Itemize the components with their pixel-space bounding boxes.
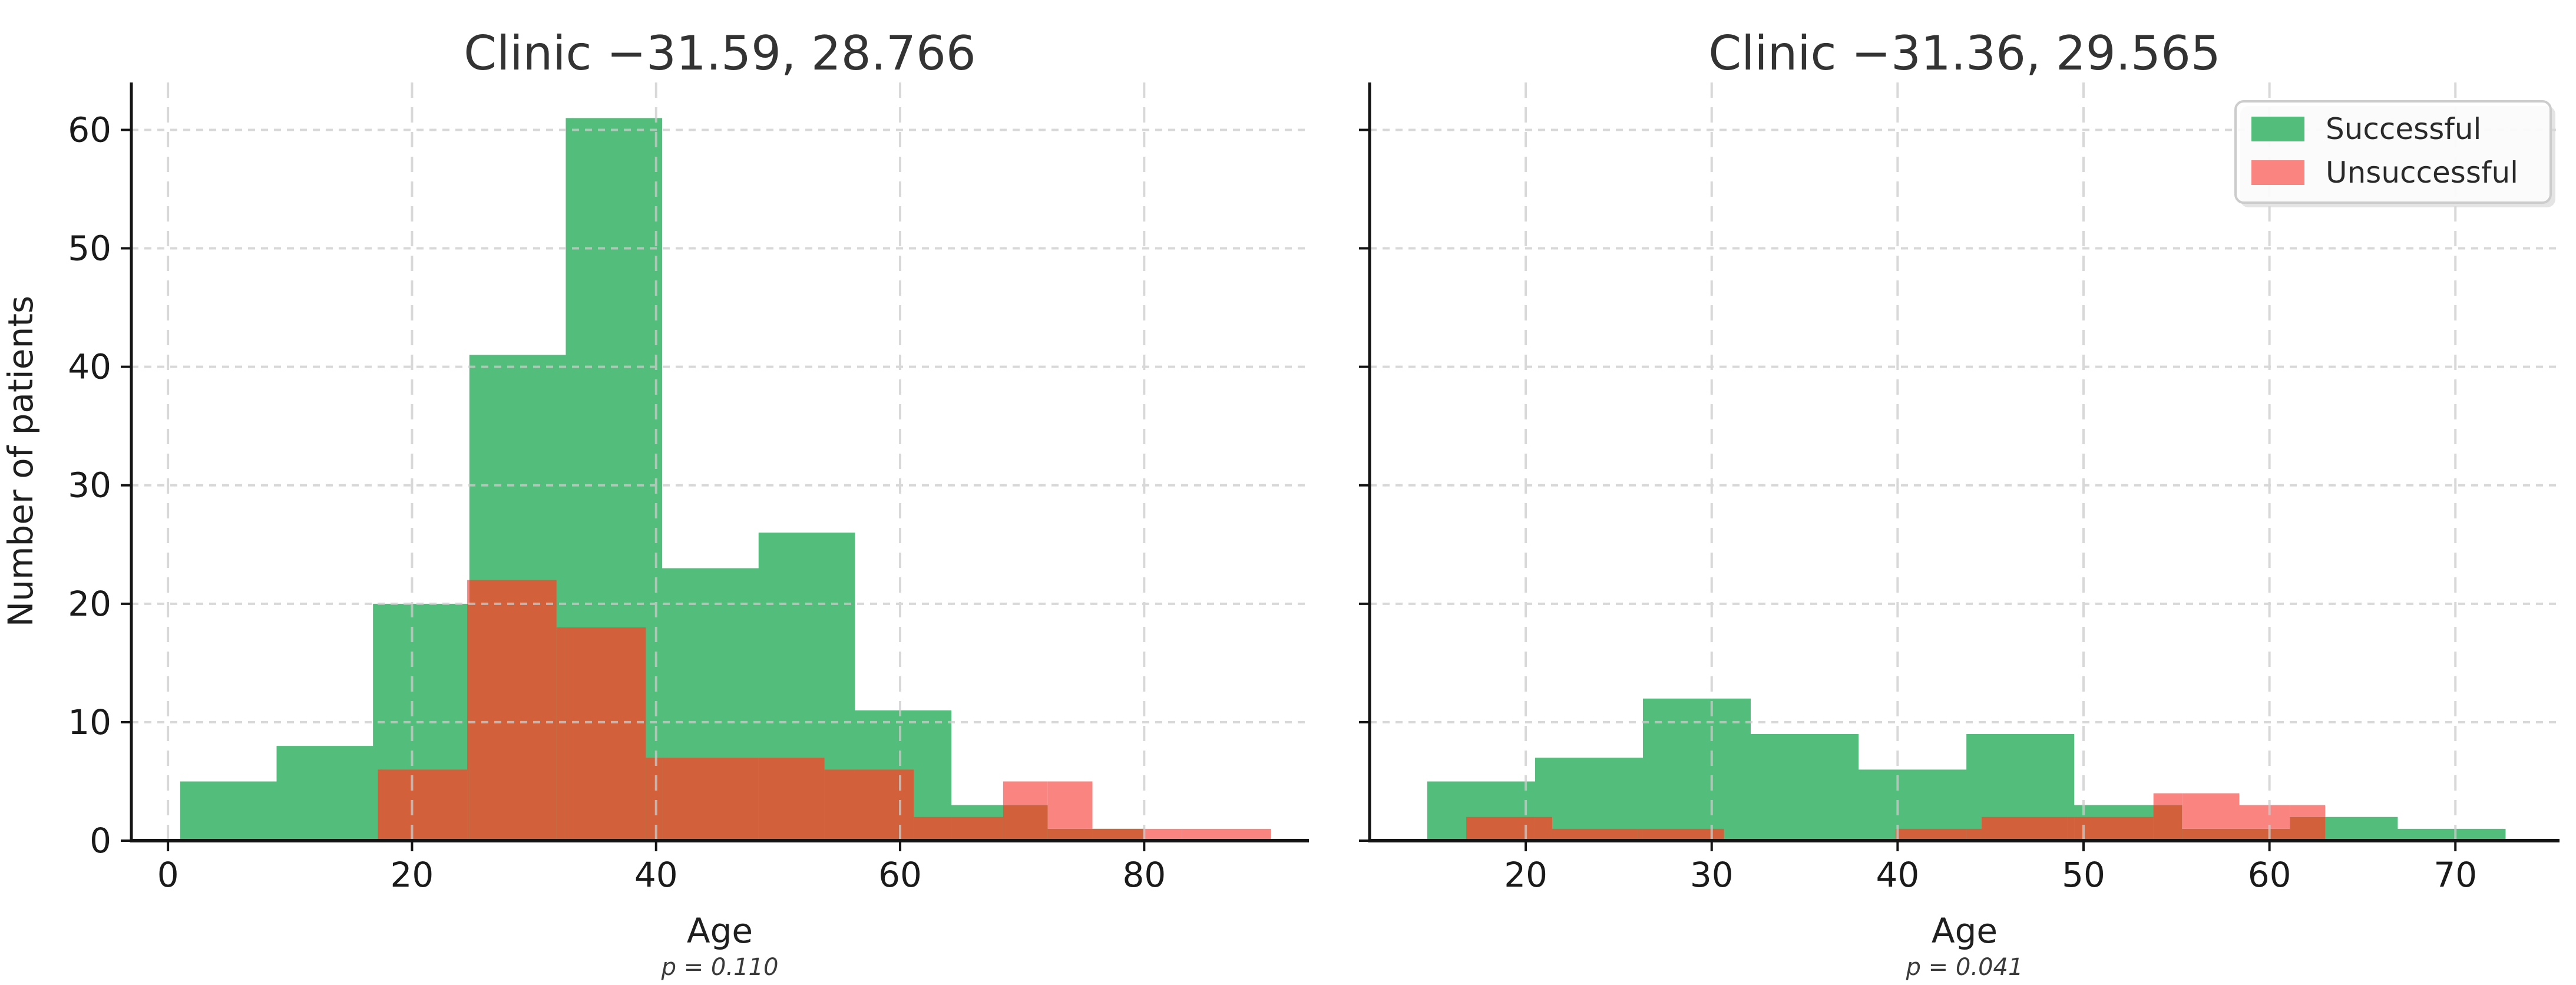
- y-axis-label: Number of patients: [1, 296, 41, 627]
- panel-0: 0 20 40 60 80 0 10 20 30 40 50 60: [68, 82, 1309, 895]
- overlap-bar-segment: [914, 817, 952, 841]
- x-tick-label: 60: [2248, 855, 2291, 895]
- overlap-bar-segment: [951, 817, 1003, 841]
- overlap-bar-segment: [1003, 805, 1048, 841]
- y-tick-label: 20: [68, 584, 111, 624]
- legend-label-unsuccessful: Unsuccessful: [2326, 156, 2518, 190]
- legend-swatch-unsuccessful: [2251, 160, 2304, 185]
- overlap-bar-segment: [1535, 817, 1552, 841]
- overlap-bar-segment: [855, 769, 914, 841]
- y-tick-label: 10: [68, 702, 111, 742]
- successful-histogram: [180, 118, 1145, 841]
- ticks: 0 20 40 60 80 0 10 20 30 40 50 60: [68, 110, 1166, 895]
- overlap-bar-segment: [469, 580, 557, 841]
- y-tick-label: 60: [68, 110, 111, 150]
- y-tick-label: 0: [90, 821, 111, 861]
- overlap-bar-segment: [1047, 828, 1093, 841]
- gridlines: [131, 82, 1309, 841]
- overlap-bar-segment: [566, 627, 646, 841]
- legend-swatch-successful: [2251, 117, 2304, 141]
- x-axis-label-left: Age: [687, 911, 753, 951]
- legend-label-successful: Successful: [2326, 112, 2481, 146]
- x-tick-label: 40: [634, 855, 678, 895]
- x-tick-label: 40: [1876, 855, 1919, 895]
- overlap-bar-segment: [1638, 828, 1643, 841]
- overlap-bar-segment: [556, 627, 566, 841]
- histogram-bars: [1427, 698, 2506, 841]
- x-tick-label: 20: [391, 855, 434, 895]
- overlap-bar-segment: [1966, 828, 1982, 841]
- overlap-bar-segment: [1642, 828, 1724, 841]
- p-value-annotation-right: p = 0.041: [1906, 954, 2023, 981]
- overlap-bar-segment: [2153, 805, 2183, 841]
- panel-title-right: Clinic −31.36, 29.565: [1708, 26, 2221, 81]
- panel-title-left: Clinic −31.59, 28.766: [464, 26, 976, 81]
- x-tick-label: 80: [1122, 855, 1166, 895]
- overlap-bar-segment: [2239, 828, 2290, 841]
- unsuccessful-bar-segment: [2182, 793, 2240, 829]
- legend: Successful Unsuccessful: [2234, 100, 2555, 207]
- panel-1: 20 30 40 50 60 70: [1359, 82, 2560, 895]
- successful-histogram: [1427, 698, 2506, 841]
- x-tick-label: 0: [157, 855, 179, 895]
- overlap-bar-segment: [2182, 828, 2240, 841]
- overlap-bar-segment: [467, 603, 469, 841]
- overlap-bar-segment: [735, 758, 759, 841]
- unsuccessful-bar-segment: [2290, 805, 2326, 817]
- overlap-bar-segment: [1896, 828, 1967, 841]
- unsuccessful-bar-segment: [1144, 828, 1182, 841]
- x-tick-label: 20: [1504, 855, 1547, 895]
- x-axis-label-right: Age: [1932, 911, 1998, 951]
- x-tick-label: 70: [2433, 855, 2477, 895]
- unsuccessful-histogram: [1466, 793, 2326, 841]
- y-tick-label: 40: [68, 347, 111, 387]
- overlap-bar-segment: [2074, 817, 2154, 841]
- overlap-bar-segment: [2067, 817, 2075, 841]
- y-tick-label: 30: [68, 465, 111, 505]
- overlap-bar-segment: [378, 769, 468, 841]
- overlap-bar-segment: [1982, 817, 2068, 841]
- overlap-bar-segment: [758, 758, 825, 841]
- ticks: 20 30 40 50 60 70: [1359, 128, 2477, 895]
- unsuccessful-bar-segment: [1047, 781, 1093, 829]
- overlap-bar-segment: [824, 769, 855, 841]
- overlap-bar-segment: [2290, 817, 2326, 841]
- panels: 0 20 40 60 80 0 10 20 30 40 50 60 20 30 40 50 60 70: [68, 82, 2560, 895]
- overlap-bar-segment: [646, 758, 663, 841]
- y-tick-label: 50: [68, 229, 111, 269]
- x-tick-label: 50: [2062, 855, 2105, 895]
- unsuccessful-bar-segment: [1003, 781, 1048, 805]
- overlap-bar-segment: [1552, 828, 1638, 841]
- unsuccessful-bar-segment: [2153, 793, 2183, 805]
- x-tick-label: 60: [878, 855, 922, 895]
- unsuccessful-bar-segment: [467, 580, 469, 604]
- overlap-bar-segment: [1466, 817, 1535, 841]
- histogram-bars: [180, 118, 1271, 841]
- p-value-annotation-left: p = 0.110: [661, 954, 779, 981]
- unsuccessful-histogram: [378, 580, 1271, 841]
- overlap-bar-segment: [1092, 828, 1145, 841]
- legend-box: [2234, 100, 2552, 204]
- unsuccessful-bar-segment: [2239, 805, 2290, 829]
- unsuccessful-bar-segment: [1182, 828, 1271, 841]
- overlap-bar-segment: [662, 758, 735, 841]
- gridlines: [1370, 82, 2560, 841]
- x-tick-label: 30: [1690, 855, 1734, 895]
